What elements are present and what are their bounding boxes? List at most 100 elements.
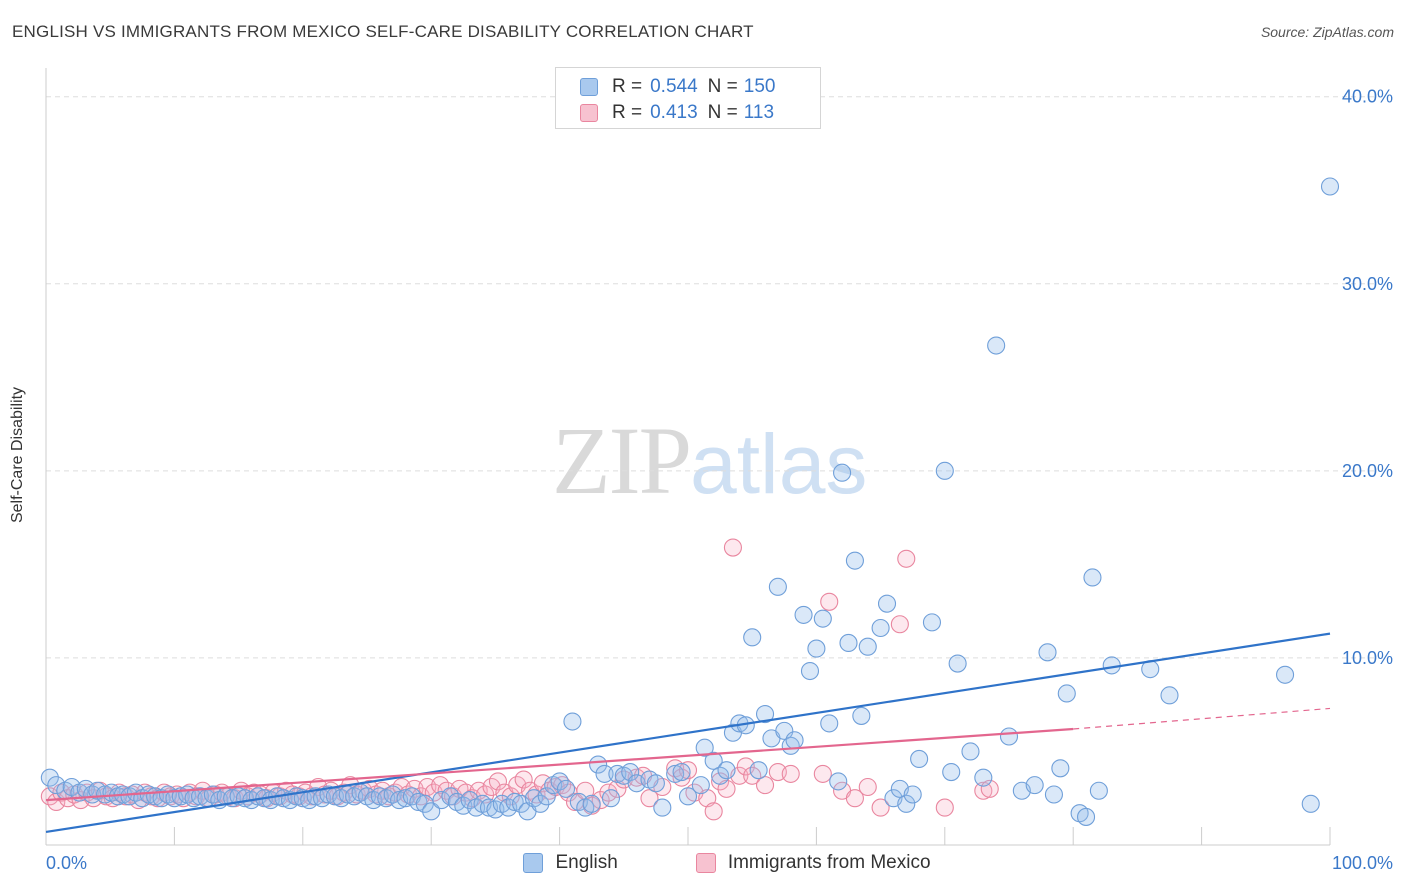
- point-mexico: [717, 779, 736, 798]
- point-english: [749, 761, 768, 780]
- point-english: [1089, 781, 1108, 800]
- series-english-points: [40, 177, 1340, 826]
- point-english: [948, 654, 967, 673]
- point-mexico: [514, 770, 533, 789]
- point-english: [1025, 776, 1044, 795]
- legend-swatch-mexico: [695, 853, 716, 873]
- point-english: [1320, 177, 1340, 196]
- point-english: [1301, 794, 1320, 813]
- point-english: [653, 798, 672, 817]
- point-english: [871, 618, 890, 638]
- point-english: [897, 794, 916, 813]
- point-english: [678, 787, 698, 806]
- point-mexico: [980, 779, 999, 798]
- point-mexico: [858, 777, 877, 797]
- point-english: [40, 768, 59, 787]
- legend-n-value-english: 150: [743, 76, 776, 97]
- point-english: [550, 772, 569, 791]
- point-english: [582, 794, 601, 813]
- axes: [45, 68, 1331, 846]
- point-english: [704, 751, 723, 770]
- point-english: [1076, 807, 1096, 826]
- point-mexico: [845, 789, 864, 808]
- point-mexico: [755, 776, 775, 795]
- point-english: [47, 776, 66, 795]
- point-english: [409, 792, 428, 812]
- watermark-atlas: atlas: [690, 417, 868, 511]
- series-legend: English Immigrants from Mexico: [0, 852, 1406, 874]
- point-mexico: [698, 789, 717, 808]
- point-english: [1160, 686, 1179, 705]
- point-english: [903, 785, 922, 804]
- chart-title: ENGLISH VS IMMIGRANTS FROM MEXICO SELF-C…: [12, 22, 754, 41]
- point-english: [794, 605, 813, 624]
- trend-lines: [45, 632, 1331, 833]
- point-english: [845, 551, 864, 570]
- point-english: [1057, 684, 1076, 703]
- legend-row-english: R = 0.544 N = 150: [580, 75, 775, 99]
- point-mexico: [897, 549, 916, 568]
- point-english: [563, 712, 582, 731]
- point-english: [717, 761, 736, 780]
- series-mexico-points: [40, 538, 999, 821]
- point-english: [922, 613, 942, 632]
- trend-line-mexico-extension: [1073, 707, 1331, 730]
- point-english: [1044, 785, 1063, 804]
- point-english: [785, 731, 804, 750]
- point-english: [755, 704, 775, 724]
- watermark-zip: ZIP: [552, 407, 692, 514]
- point-mexico: [820, 592, 839, 611]
- point-mexico: [890, 615, 909, 634]
- point-english: [695, 738, 714, 757]
- point-english: [987, 336, 1006, 355]
- point-english: [858, 637, 877, 656]
- point-english: [800, 661, 820, 681]
- trend-line-mexico: [45, 727, 1074, 802]
- legend-item-english[interactable]: English: [523, 852, 618, 874]
- point-english: [961, 742, 980, 761]
- legend-label-mexico: Immigrants from Mexico: [727, 852, 931, 873]
- point-mexico: [871, 798, 890, 817]
- point-english: [807, 639, 826, 658]
- point-english: [942, 762, 961, 782]
- legend-n-label: N =: [707, 102, 738, 123]
- point-english: [666, 764, 685, 783]
- point-english: [877, 594, 897, 613]
- point-english: [621, 762, 640, 782]
- point-english: [1276, 665, 1295, 684]
- point-english: [813, 609, 832, 628]
- point-english: [852, 706, 871, 725]
- point-english: [595, 764, 614, 783]
- x-tick-label-max: 100.0%: [1332, 853, 1393, 873]
- point-english: [672, 762, 691, 782]
- legend-label-english: English: [555, 852, 618, 873]
- point-mexico: [640, 789, 659, 808]
- legend-item-mexico[interactable]: Immigrants from Mexico: [695, 852, 931, 874]
- legend-r-value-mexico: 0.413: [650, 102, 698, 123]
- point-english: [691, 776, 710, 795]
- point-english: [999, 727, 1019, 746]
- point-mexico: [723, 538, 742, 557]
- legend-swatch-english: [523, 853, 544, 873]
- y-tick-label: 40.0%: [1342, 87, 1393, 107]
- point-english: [833, 463, 852, 482]
- point-mexico: [935, 798, 954, 817]
- point-english: [537, 787, 556, 806]
- point-english: [646, 774, 665, 793]
- point-english: [531, 794, 550, 813]
- point-mexico: [813, 764, 832, 783]
- point-english: [839, 633, 858, 653]
- point-english: [1051, 759, 1070, 778]
- point-mexico: [974, 781, 993, 800]
- legend-r-label: R =: [612, 76, 643, 97]
- point-english: [422, 802, 441, 821]
- point-english: [601, 789, 621, 808]
- legend-n-value-mexico: 113: [743, 102, 775, 123]
- legend-n-label: N =: [707, 76, 738, 97]
- legend-row-mexico: R = 0.413 N = 113: [580, 101, 774, 125]
- point-mexico: [488, 772, 508, 791]
- point-english: [829, 772, 848, 791]
- trend-line-english: [45, 632, 1331, 833]
- x-tick-label-min: 0.0%: [46, 853, 87, 873]
